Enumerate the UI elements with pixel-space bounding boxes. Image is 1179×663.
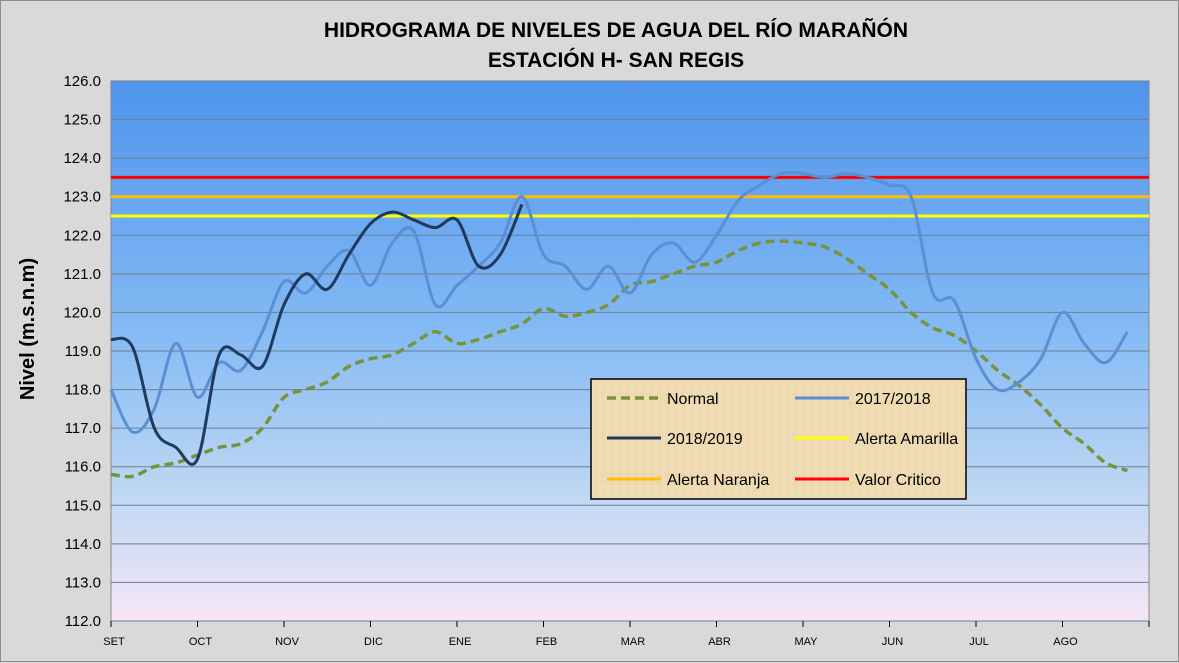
chart-subtitle: ESTACIÓN H- SAN REGIS [488, 48, 744, 72]
x-tick-label: ABR [708, 636, 731, 648]
series-line [109, 171, 1129, 435]
series-lines [109, 171, 1129, 479]
y-tick-label: 117.0 [65, 420, 101, 437]
x-tick-label: ENE [449, 636, 472, 648]
x-axis-ticks: SET OCT NOV DIC ENE FEB MAR ABR MAY JUN JUL AGO [103, 621, 1150, 648]
y-tick-label: 125.0 [63, 112, 101, 129]
legend-label-alerta-naranja: Alerta Naranja [667, 472, 769, 489]
x-tick-label: OCT [189, 636, 213, 648]
legend: Normal 2017/2018 2018/2019 Alerta Amaril… [590, 378, 967, 500]
x-tick-label: DIC [364, 636, 383, 648]
series-line [110, 239, 1128, 479]
threshold-lines [111, 175, 1149, 218]
y-tick-label: 112.0 [65, 613, 101, 630]
legend-label-valor-critico: Valor Critico [855, 472, 941, 489]
y-tick-label: 123.0 [63, 189, 101, 206]
y-tick-label: 114.0 [65, 536, 101, 553]
legend-label-alerta-amarilla: Alerta Amarilla [855, 431, 958, 448]
x-tick-label: MAY [794, 636, 818, 648]
legend-label-2017-2018: 2017/2018 [855, 391, 931, 408]
x-tick-label: JUN [882, 636, 903, 648]
y-tick-label: 113.0 [65, 574, 101, 591]
y-axis-ticks: 112.0 113.0 114.0 115.0 116.0 117.0 118.0 119.0… [63, 73, 101, 630]
x-tick-label: NOV [275, 636, 300, 648]
y-tick-label: 122.0 [63, 227, 101, 244]
y-tick-label: 121.0 [63, 266, 101, 283]
x-tick-label: MAR [621, 636, 646, 648]
x-tick-label: SET [103, 636, 125, 648]
y-axis-label: Nivel (m.s.n.m) [17, 258, 39, 400]
y-tick-label: 124.0 [63, 150, 101, 167]
y-tick-label: 116.0 [65, 459, 101, 476]
x-tick-label: AGO [1053, 636, 1078, 648]
y-tick-label: 118.0 [65, 382, 101, 399]
y-tick-label: 126.0 [63, 73, 101, 90]
chart-title: HIDROGRAMA DE NIVELES DE AGUA DEL RÍO MA… [324, 18, 908, 42]
legend-label-normal: Normal [667, 391, 719, 408]
y-tick-label: 119.0 [65, 343, 101, 360]
y-tick-label: 115.0 [65, 497, 101, 514]
x-tick-label: JUL [969, 636, 989, 648]
x-tick-label: FEB [536, 636, 557, 648]
legend-label-2018-2019: 2018/2019 [667, 431, 743, 448]
y-tick-label: 120.0 [63, 304, 101, 321]
series-line [110, 203, 524, 466]
